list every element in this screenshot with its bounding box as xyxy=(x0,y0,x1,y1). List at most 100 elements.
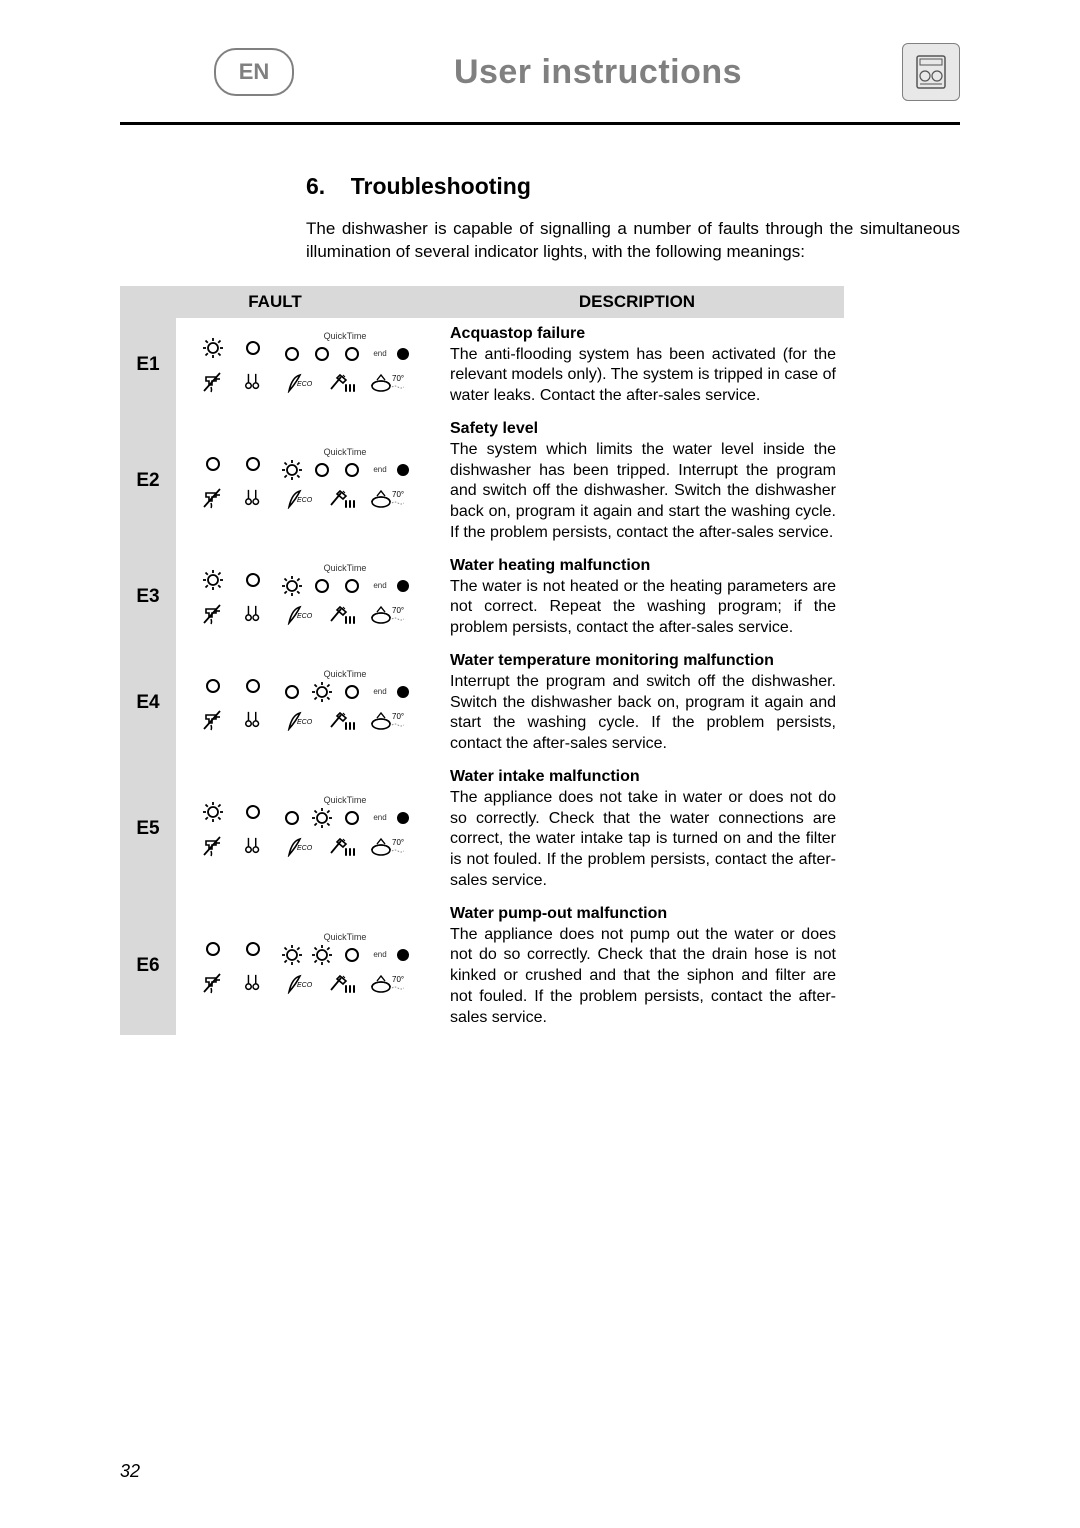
fault-indicator-panel: QuickTime end xyxy=(176,550,442,645)
quicktime-block: QuickTimeend xyxy=(275,797,415,827)
rinse-aid-indicator-icon xyxy=(237,934,269,964)
quicktime-label: QuickTime xyxy=(324,332,367,341)
table-header-fault: FAULT xyxy=(120,286,430,318)
quicktime-block: QuickTime end xyxy=(275,671,415,701)
quicktime-led-icon xyxy=(281,944,303,966)
water-tap-icon xyxy=(195,968,231,998)
content-area: 6. Troubleshooting The dishwasher is cap… xyxy=(120,173,960,1035)
eco-program-icon xyxy=(286,972,314,994)
quicktime-led-icon xyxy=(341,343,363,365)
end-label: end xyxy=(373,349,386,358)
end-label: end xyxy=(373,687,386,696)
rinse-aid-indicator-icon xyxy=(237,671,269,701)
eco-program-icon xyxy=(286,603,314,625)
fault-indicator-panel: QuickTime end xyxy=(176,318,442,413)
salt-indicator-icon xyxy=(195,934,231,964)
header: EN User instructions xyxy=(120,32,960,112)
rinse-aid-indicator-icon xyxy=(237,797,269,827)
eco-program-icon xyxy=(286,487,314,509)
quicktime-block: QuickTime end xyxy=(275,333,415,363)
fault-description-title: Safety level xyxy=(450,419,836,440)
quicktime-led-icon xyxy=(341,944,363,966)
fault-description-body: The appliance does not pump out the wate… xyxy=(450,925,836,1029)
rinse-aid-indicator-icon xyxy=(237,565,269,595)
fault-description-title: Water intake malfunction xyxy=(450,767,836,788)
fault-indicator-panel: QuickTime end xyxy=(176,645,442,761)
quicktime-label: QuickTime xyxy=(324,796,367,805)
appliance-icon xyxy=(902,43,960,101)
table-row: E2 QuickTimeend Safety levelThe system whi… xyxy=(120,413,844,550)
normal-program-icon xyxy=(328,835,356,857)
quicktime-led-icon xyxy=(311,575,333,597)
eco-program-icon xyxy=(286,709,314,731)
table-row: E3QuickTimeendWater heating malfunctionT… xyxy=(120,550,844,645)
table-header-row: FAULT DESCRIPTION xyxy=(120,286,844,318)
end-label: end xyxy=(373,581,386,590)
quicktime-led-icon xyxy=(281,575,303,597)
salt-indicator-icon xyxy=(195,797,231,827)
quicktime-led-icon xyxy=(341,575,363,597)
end-label: end xyxy=(373,950,386,959)
soak-program-icon xyxy=(237,483,269,513)
water-tap-icon xyxy=(195,599,231,629)
quicktime-block: QuickTimeend xyxy=(275,934,415,964)
end-dot-icon xyxy=(397,464,409,476)
fault-description-body: Interrupt the program and switch off the… xyxy=(450,672,836,755)
section-title-text: Troubleshooting xyxy=(351,173,531,199)
fault-description: Safety levelThe system which limits the … xyxy=(442,413,844,550)
fault-code: E1 xyxy=(120,318,176,413)
soak-program-icon xyxy=(237,968,269,998)
salt-indicator-icon xyxy=(195,565,231,595)
normal-program-icon xyxy=(328,603,356,625)
fault-description: Water pump-out malfunctionThe appliance … xyxy=(442,898,844,1035)
table-row: E6 QuickTimeend Water pump-out malfunction… xyxy=(120,898,844,1035)
quicktime-block: QuickTime end xyxy=(275,565,415,595)
intensive-program-icon xyxy=(370,371,404,393)
quicktime-led-icon xyxy=(311,459,333,481)
fault-code: E2 xyxy=(120,413,176,550)
fault-code: E5 xyxy=(120,761,176,898)
water-tap-icon xyxy=(195,367,231,397)
end-dot-icon xyxy=(397,580,409,592)
fault-description-body: The appliance does not take in water or … xyxy=(450,788,836,892)
intensive-program-icon xyxy=(370,972,404,994)
quicktime-led-icon xyxy=(281,459,303,481)
soak-program-icon xyxy=(237,705,269,735)
fault-description: Water intake malfunctionThe appliance do… xyxy=(442,761,844,898)
fault-code: E6 xyxy=(120,898,176,1035)
fault-code: E3 xyxy=(120,550,176,645)
fault-description-body: The system which limits the water level … xyxy=(450,440,836,544)
fault-description-body: The anti-flooding system has been activa… xyxy=(450,345,836,407)
normal-program-icon xyxy=(328,371,356,393)
intensive-program-icon xyxy=(370,487,404,509)
intensive-program-icon xyxy=(370,603,404,625)
fault-indicator-panel: QuickTimeend xyxy=(176,761,442,898)
header-divider xyxy=(120,122,960,125)
table-body: E1QuickTimeendAcquastop failureThe anti-… xyxy=(120,318,844,1035)
end-dot-icon xyxy=(397,949,409,961)
intensive-program-icon xyxy=(370,835,404,857)
soak-program-icon xyxy=(237,599,269,629)
page-root: EN User instructions 6. Troubleshooting … xyxy=(0,0,1080,1528)
soak-program-icon xyxy=(237,831,269,861)
table-row: E1QuickTimeendAcquastop failureThe anti-… xyxy=(120,318,844,413)
water-tap-icon xyxy=(195,831,231,861)
quicktime-label: QuickTime xyxy=(324,564,367,573)
quicktime-label: QuickTime xyxy=(324,670,367,679)
fault-description-body: The water is not heated or the heating p… xyxy=(450,577,836,639)
table-header-description: DESCRIPTION xyxy=(430,286,844,318)
end-dot-icon xyxy=(397,348,409,360)
quicktime-block: QuickTimeend xyxy=(275,449,415,479)
program-icons-row xyxy=(275,367,415,397)
language-badge-text: EN xyxy=(239,59,270,85)
end-label: end xyxy=(373,465,386,474)
normal-program-icon xyxy=(328,709,356,731)
fault-description-title: Water pump-out malfunction xyxy=(450,904,836,925)
language-badge: EN xyxy=(214,48,294,96)
salt-indicator-icon xyxy=(195,333,231,363)
water-tap-icon xyxy=(195,705,231,735)
fault-description-title: Water temperature monitoring malfunction xyxy=(450,651,836,672)
rinse-aid-indicator-icon xyxy=(237,449,269,479)
salt-indicator-icon xyxy=(195,671,231,701)
normal-program-icon xyxy=(328,487,356,509)
